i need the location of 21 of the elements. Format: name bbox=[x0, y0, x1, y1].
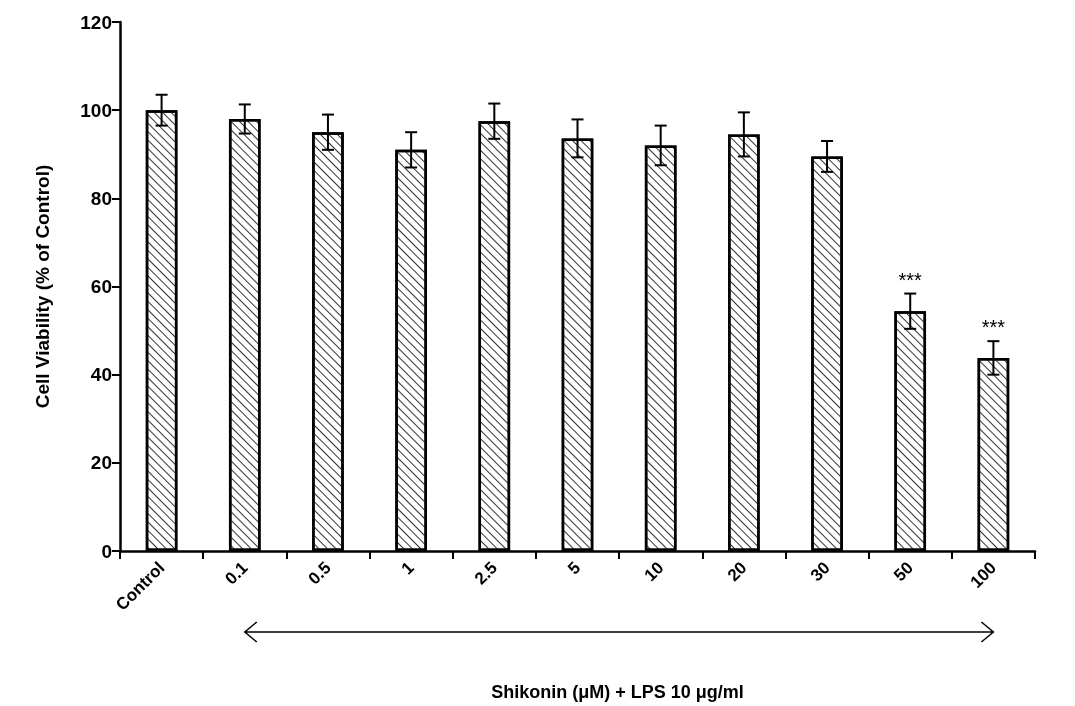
y-tick-label: 80 bbox=[90, 187, 112, 209]
x-tick-label: 100 bbox=[966, 558, 1001, 592]
y-tick-label: 40 bbox=[90, 364, 112, 386]
x-tick-label: 10 bbox=[640, 558, 668, 586]
x-axis-title: Shikonin (μM) + LPS 10 μg/ml bbox=[491, 682, 744, 702]
y-axis-title: Cell Viability (% of Control) bbox=[32, 164, 53, 409]
x-tick-label: 20 bbox=[723, 558, 751, 586]
x-tick-label: 2.5 bbox=[470, 558, 502, 589]
x-tick-label: 0.5 bbox=[304, 558, 335, 589]
y-tick-label: 100 bbox=[80, 99, 112, 121]
x-tick-label: 50 bbox=[890, 558, 917, 586]
x-tick-label: 5 bbox=[564, 558, 585, 579]
x-tick-label: 0.1 bbox=[221, 558, 252, 589]
x-tick-label: 1 bbox=[397, 558, 418, 579]
y-tick-label: 60 bbox=[90, 276, 112, 297]
y-tick-label: 20 bbox=[90, 452, 112, 474]
y-tick-label: 0 bbox=[101, 540, 112, 562]
annotation: *** bbox=[898, 268, 923, 291]
x-tick-label: 30 bbox=[806, 558, 834, 586]
y-tick-label: 120 bbox=[80, 11, 112, 33]
annotation: *** bbox=[981, 316, 1006, 339]
